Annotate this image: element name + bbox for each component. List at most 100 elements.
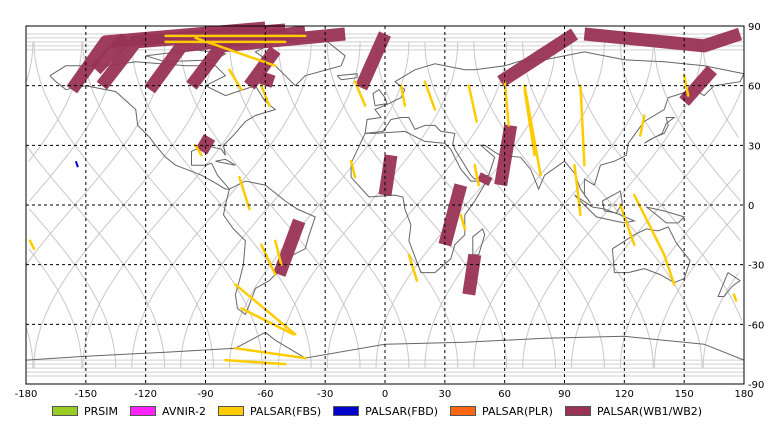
fbs-strip	[639, 114, 646, 137]
legend-label: PALSAR(WB1/WB2)	[596, 404, 703, 418]
y-tick-label: 0	[748, 201, 754, 212]
wb-swath	[273, 218, 306, 277]
coverage-map: -180 -150 -120 -90 -60 -30 0 30 60 90 120 150 180 90 6…	[15, 21, 765, 400]
new-guinea-coast	[645, 206, 686, 224]
wb-swath	[96, 23, 286, 90]
legend-label: PALSAR(FBS)	[249, 404, 322, 418]
fbs-strip	[423, 80, 437, 111]
y-tick-label: 30	[748, 141, 761, 152]
legend-swatch	[333, 406, 360, 416]
fbs-strip	[194, 36, 277, 68]
fbs-strip	[503, 80, 510, 127]
fbs-strip	[579, 84, 586, 167]
orbit-track	[131, 41, 312, 369]
legend-swatch	[450, 406, 477, 416]
orbit-track	[522, 41, 703, 369]
wb-swath	[476, 172, 493, 187]
fbs-strip	[473, 163, 480, 187]
iceland-coast	[336, 73, 358, 81]
x-tick-label: 120	[615, 389, 634, 400]
wb-swath	[244, 46, 281, 90]
fbs-strip	[238, 175, 251, 211]
x-tick-label: 180	[734, 389, 753, 400]
fbs-strip	[260, 243, 277, 276]
y-tick-label: -30	[748, 261, 764, 272]
fbs-strip	[274, 239, 283, 266]
japan-coast	[644, 117, 676, 144]
legend-item: PALSAR(PLR)	[450, 405, 553, 418]
australia-coast	[611, 226, 691, 284]
legend-label: AVNIR-2	[162, 404, 206, 418]
legend-item: PALSAR(FBD)	[333, 405, 438, 418]
orbit-track	[25, 145, 166, 369]
gridlines	[26, 26, 744, 384]
legend: PRSIM AVNIR-2 PALSAR(FBS) PALSAR(FBD) PALSAR…	[0, 402, 770, 420]
legend-label: PALSAR(PLR)	[482, 404, 553, 418]
orbit-track	[26, 41, 34, 82]
fbs-strip	[240, 307, 295, 336]
borneo-coast	[601, 190, 623, 214]
orbit-track	[619, 168, 741, 369]
palsar-fbs-strips	[28, 34, 738, 366]
orbit-track	[180, 41, 361, 369]
cuba-coast	[215, 158, 236, 166]
orbit-track	[26, 328, 34, 369]
orbit-track	[28, 41, 83, 162]
fbs-strip	[619, 203, 636, 247]
palsar-fbd-strips	[74, 160, 79, 168]
eurasia-coast	[364, 51, 745, 204]
orbit-track	[228, 41, 410, 369]
wb-swath	[583, 27, 743, 53]
orbit-track	[653, 208, 741, 369]
orbit-track	[473, 41, 654, 369]
wb-swath	[378, 154, 398, 197]
y-tick-label: -60	[748, 320, 764, 331]
fbs-strip	[573, 163, 582, 217]
wb-swath	[259, 71, 276, 88]
x-tick-label: 90	[558, 389, 571, 400]
orbit-track	[25, 41, 166, 265]
legend-item: PRSIM	[52, 405, 118, 418]
fbs-strip	[224, 358, 287, 366]
legend-item: PALSAR(FBS)	[217, 404, 322, 418]
orbit-track	[702, 41, 739, 138]
indonesia-coast	[574, 194, 636, 224]
fbs-strip	[662, 253, 676, 286]
x-tick-label: -30	[317, 389, 333, 400]
x-tick-label: -60	[257, 389, 273, 400]
x-tick-label: -150	[74, 389, 97, 400]
africa-coast	[350, 130, 488, 274]
orbit-track	[571, 89, 743, 369]
madagascar-coast	[472, 228, 486, 256]
fbs-strip	[228, 68, 243, 91]
new-zealand-coast	[717, 272, 741, 297]
fbd-strip	[74, 160, 79, 168]
legend-swatch	[217, 406, 244, 416]
legend-swatch	[52, 406, 78, 416]
fbs-strip	[349, 159, 357, 179]
uk-coast	[372, 88, 388, 107]
wb-swath	[497, 28, 579, 88]
fbs-strip	[234, 346, 307, 360]
tick-labels: -180 -150 -120 -90 -60 -30 0 30 60 90 120 150 180 90 6…	[15, 22, 765, 400]
legend-item: AVNIR-2	[130, 405, 206, 418]
south-america-coast	[222, 180, 316, 316]
legend-item: PALSAR(WB1/WB2)	[564, 404, 703, 418]
y-tick-label: 90	[748, 22, 761, 33]
orbit-track	[702, 272, 739, 369]
y-tick-label: -90	[748, 380, 764, 391]
fbs-strip	[467, 84, 478, 123]
x-tick-label: -180	[15, 389, 38, 400]
x-tick-label: 150	[675, 389, 694, 400]
fbs-strip	[459, 213, 467, 231]
legend-label: PRSIM	[84, 404, 118, 418]
orbit-tracks	[25, 33, 744, 377]
wb-swath	[494, 124, 518, 187]
orbit-track	[28, 248, 83, 369]
x-tick-label: -120	[134, 389, 157, 400]
legend-label: PALSAR(FBD)	[365, 404, 439, 418]
fbs-strip	[407, 253, 419, 282]
fbs-strip	[260, 84, 271, 107]
fbs-strip	[399, 84, 407, 107]
